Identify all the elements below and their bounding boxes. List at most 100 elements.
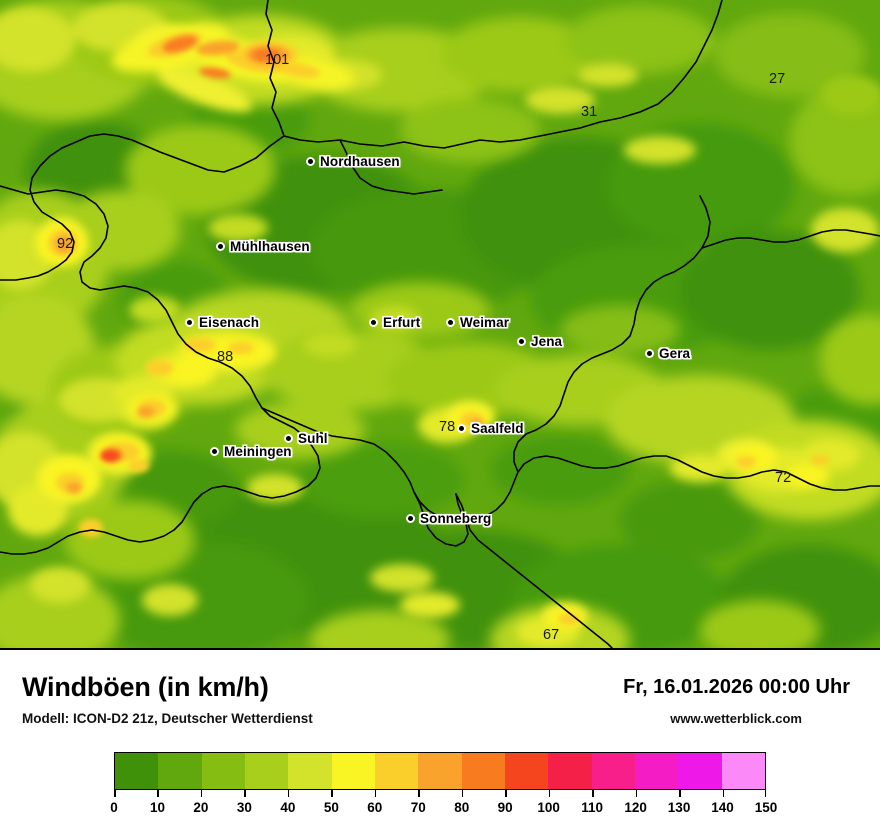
city-dot-icon (210, 447, 219, 456)
colorbar-tick-label: 140 (711, 800, 734, 815)
colorbar-tick-label: 40 (280, 800, 296, 815)
colorbar-tick (461, 790, 464, 797)
colorbar-tick (331, 790, 333, 797)
colorbar-tick (374, 790, 377, 797)
colorbar-swatch-50-60 (331, 753, 375, 789)
colorbar-tick-label: 80 (454, 800, 470, 815)
colorbar-swatch-60-70 (374, 753, 419, 789)
gust-value-label: 101 (265, 52, 290, 68)
colorbar-ticks (114, 790, 766, 800)
city-marker-eisenach: Eisenach (185, 315, 259, 330)
colorbar-swatch-120-130 (634, 753, 679, 789)
city-label: Weimar (460, 315, 510, 330)
city-dot-icon (216, 242, 225, 251)
colorbar-swatch-0-10 (115, 753, 159, 789)
colorbar-tick (505, 790, 507, 797)
colorbar-tick-label: 30 (236, 800, 252, 815)
model-subtitle: Modell: ICON-D2 21z, Deutscher Wetterdie… (22, 711, 313, 726)
colorbar-tick-labels: 0 10 20 30 40 50 60 70 80 90 100 110 120 130 140 150 (110, 800, 777, 820)
city-dot-icon (185, 318, 194, 327)
city-dot-icon (369, 318, 378, 327)
city-dot-icon (306, 157, 315, 166)
colorbar-swatch-80-90 (461, 753, 505, 789)
colorbar-swatch-20-30 (201, 753, 245, 789)
city-marker-saalfeld: Saalfeld (457, 421, 524, 436)
colorbar-tick-label: 130 (667, 800, 691, 815)
wind-gust-map[interactable]: Nordhausen Mühlhausen Eisenach Erfurt We… (0, 0, 880, 650)
page-title: Windböen (in km/h) (22, 672, 269, 702)
city-label: Jena (531, 334, 563, 349)
colorbar-tick (418, 790, 420, 797)
colorbar-swatch-10-20 (158, 753, 202, 789)
colorbar-swatch-40-50 (288, 753, 332, 789)
colorbar-tick-label: 70 (410, 800, 426, 815)
city-marker-sonneberg: Sonneberg (406, 511, 491, 526)
colorbar-swatches (114, 752, 766, 790)
colorbar-swatch-100-110 (548, 753, 592, 789)
colorbar-tick (592, 790, 594, 797)
city-label: Eisenach (199, 315, 260, 330)
city-marker-jena: Jena (517, 334, 562, 349)
gust-value-label: 78 (439, 419, 456, 435)
colorbar-tick (764, 790, 766, 797)
colorbar-swatch-90-100 (504, 753, 549, 789)
city-marker-weimar: Weimar (446, 315, 509, 330)
colorbar-swatch-30-40 (244, 753, 289, 789)
colorbar-tick (244, 790, 246, 797)
colorbar-swatch-130-140 (678, 753, 722, 789)
gust-value-label: 88 (217, 349, 234, 365)
colorbar-tick-label: 0 (110, 800, 118, 815)
colorbar-tick-label: 110 (581, 800, 604, 815)
colorbar-tick-label: 100 (537, 800, 560, 815)
colorbar-tick (635, 790, 638, 797)
colorbar-tick-label: 120 (624, 800, 647, 815)
gust-value-label: 72 (775, 470, 792, 486)
colorbar-tick (722, 790, 725, 797)
colorbar-tick-label: 90 (497, 800, 513, 815)
city-dot-icon (457, 424, 466, 433)
city-dot-icon (284, 434, 293, 443)
gust-value-label: 27 (769, 71, 786, 87)
city-marker-nordhausen: Nordhausen (306, 154, 400, 169)
city-dot-icon (645, 349, 654, 358)
colorbar-tick-label: 20 (193, 800, 209, 815)
map-footer: Windböen (in km/h) Modell: ICON-D2 21z, … (0, 652, 880, 830)
city-label: Nordhausen (320, 154, 400, 169)
colorbar-swatch-70-80 (418, 753, 462, 789)
colorbar-tick-label: 150 (754, 800, 778, 815)
colorbar-swatch-110-120 (591, 753, 635, 789)
city-dot-icon (517, 337, 526, 346)
colorbar-tick (287, 790, 290, 797)
city-marker-muehlhausen: Mühlhausen (216, 239, 310, 254)
city-label: Sonneberg (420, 511, 492, 526)
city-marker-gera: Gera (645, 346, 690, 361)
city-label: Suhl (298, 431, 328, 446)
colorbar-tick-label: 60 (367, 800, 383, 815)
city-label: Meiningen (224, 444, 292, 459)
city-marker-meiningen: Meiningen (210, 444, 292, 459)
city-label: Erfurt (383, 315, 421, 330)
website-credit: www.wetterblick.com (670, 711, 802, 726)
colorbar-tick (114, 790, 116, 797)
colorbar-tick (200, 790, 203, 797)
gust-value-label: 67 (543, 627, 560, 643)
colorbar-tick (548, 790, 551, 797)
city-label: Gera (659, 346, 691, 361)
colorbar-tick-label: 10 (149, 800, 165, 815)
city-label: Saalfeld (471, 421, 524, 436)
city-dot-icon (446, 318, 455, 327)
gust-value-label: 31 (581, 104, 598, 120)
colorbar-tick (679, 790, 681, 797)
gust-value-label: 92 (57, 236, 74, 252)
colorbar-legend: 0 10 20 30 40 50 60 70 80 90 100 110 120 130 140 150 (0, 752, 880, 820)
colorbar-tick (157, 790, 159, 797)
wind-gust-raster (0, 0, 880, 648)
city-dot-icon (406, 514, 415, 523)
colorbar-swatch-140-150 (721, 753, 765, 789)
city-marker-erfurt: Erfurt (369, 315, 420, 330)
city-marker-suhl: Suhl (284, 431, 328, 446)
colorbar-tick-label: 50 (323, 800, 339, 815)
valid-datetime: Fr, 16.01.2026 00:00 Uhr (623, 676, 850, 698)
city-label: Mühlhausen (230, 239, 310, 254)
